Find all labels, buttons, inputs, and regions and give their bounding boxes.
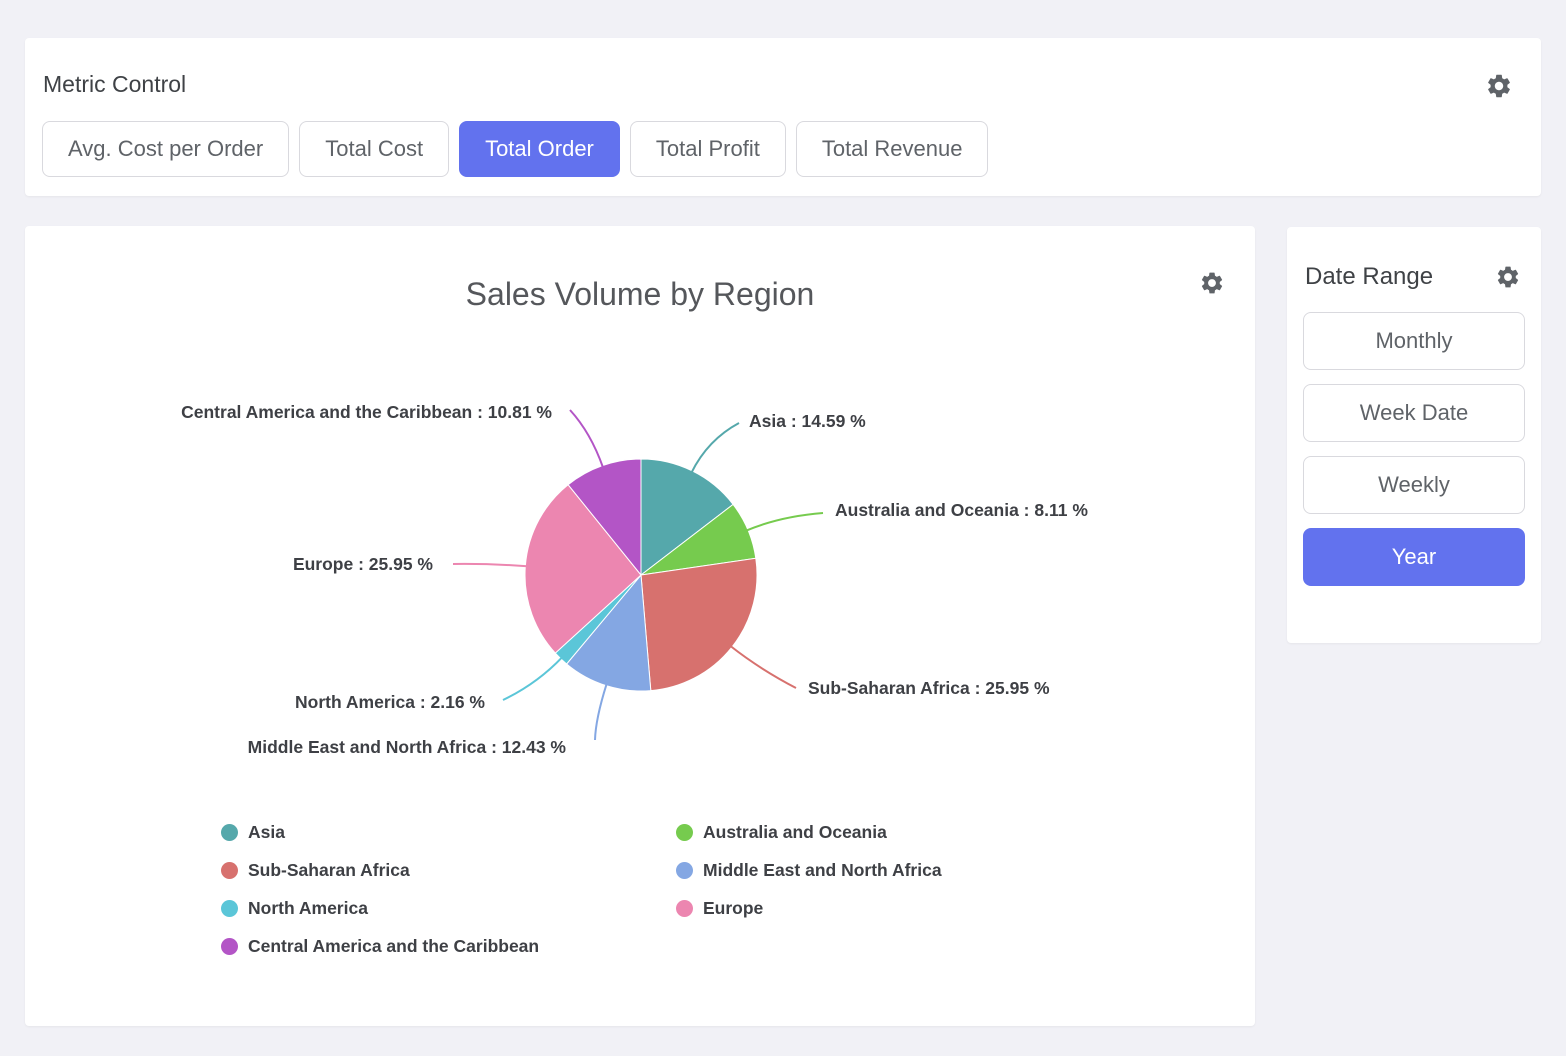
legend-label: North America bbox=[248, 897, 368, 918]
legend-dot-icon bbox=[221, 899, 238, 917]
pie-label-line-north-america bbox=[502, 656, 563, 701]
legend-dot-icon bbox=[676, 823, 693, 841]
legend-item-central-america-and-the-caribbean[interactable]: Central America and the Caribbean bbox=[221, 927, 676, 965]
metric-button-total-profit[interactable]: Total Profit bbox=[629, 121, 786, 177]
legend-item-middle-east-and-north-africa[interactable]: Middle East and North Africa bbox=[676, 851, 942, 889]
legend-label: Australia and Oceania bbox=[703, 821, 887, 842]
pie-label-middle-east-and-north-africa: Middle East and North Africa : 12.43 % bbox=[248, 737, 567, 757]
pie-label-north-america: North America : 2.16 % bbox=[295, 692, 485, 712]
legend-item-europe[interactable]: Europe bbox=[676, 889, 942, 927]
sales-volume-chart-panel: Sales Volume by Region Asia : 14.59 % Aus… bbox=[25, 226, 1255, 1026]
legend-label: Sub-Saharan Africa bbox=[248, 859, 410, 880]
metric-control-panel: Metric Control Avg. Cost per Order Total … bbox=[25, 38, 1541, 196]
pie-label-line-sub-saharan-africa bbox=[729, 645, 797, 689]
legend-dot-icon bbox=[221, 937, 238, 955]
pie-slice-sub-saharan-africa[interactable] bbox=[640, 557, 758, 692]
date-range-button-week-date[interactable]: Week Date bbox=[1303, 384, 1525, 442]
legend-column: Asia Sub-Saharan Africa North America Centr… bbox=[221, 813, 676, 965]
date-range-title: Date Range bbox=[1305, 263, 1434, 290]
legend-item-sub-saharan-africa[interactable]: Sub-Saharan Africa bbox=[221, 851, 676, 889]
metric-buttons-group: Avg. Cost per Order Total Cost Total Order… bbox=[42, 121, 989, 177]
date-range-button-monthly[interactable]: Monthly bbox=[1303, 312, 1525, 370]
metric-button-avg-cost-per-order[interactable]: Avg. Cost per Order bbox=[42, 121, 290, 177]
pie-label-line-middle-east-and-north-africa bbox=[594, 683, 608, 741]
gear-icon[interactable] bbox=[1485, 72, 1513, 100]
legend-dot-icon bbox=[221, 861, 238, 879]
date-range-header: Date Range bbox=[1305, 263, 1521, 291]
pie-label-asia: Asia : 14.59 % bbox=[749, 411, 866, 431]
legend-label: Central America and the Caribbean bbox=[248, 935, 540, 956]
pie-label-line-australia-and-oceania bbox=[745, 512, 824, 532]
legend-dot-icon bbox=[676, 861, 693, 879]
pie-label-sub-saharan-africa: Sub-Saharan Africa : 25.95 % bbox=[808, 678, 1050, 698]
legend-label: Asia bbox=[248, 821, 285, 842]
pie-label-central-america-and-the-caribbean: Central America and the Caribbean : 10.8… bbox=[181, 402, 552, 422]
metric-control-title: Metric Control bbox=[43, 71, 187, 97]
pie-label-line-europe bbox=[452, 562, 528, 568]
legend-label: Europe bbox=[703, 897, 764, 918]
pie-label-europe: Europe : 25.95 % bbox=[293, 554, 433, 574]
date-range-buttons-group: Monthly Week Date Weekly Year bbox=[1303, 312, 1525, 586]
gear-icon[interactable] bbox=[1495, 264, 1521, 290]
chart-legend: Asia Sub-Saharan Africa North America Centr… bbox=[221, 813, 942, 965]
pie-label-australia-and-oceania: Australia and Oceania : 8.11 % bbox=[835, 500, 1088, 520]
metric-button-total-cost[interactable]: Total Cost bbox=[299, 121, 450, 177]
legend-label: Middle East and North Africa bbox=[703, 859, 942, 880]
pie-label-line-asia bbox=[690, 422, 740, 474]
date-range-button-weekly[interactable]: Weekly bbox=[1303, 456, 1525, 514]
legend-dot-icon bbox=[676, 899, 693, 917]
legend-dot-icon bbox=[221, 823, 238, 841]
date-range-button-year[interactable]: Year bbox=[1303, 528, 1525, 586]
date-range-panel: Date Range Monthly Week Date Weekly Year bbox=[1287, 227, 1541, 643]
legend-item-australia-and-oceania[interactable]: Australia and Oceania bbox=[676, 813, 942, 851]
pie-chart[interactable]: Asia : 14.59 % Australia and Oceania : 8.… bbox=[25, 226, 1255, 1026]
legend-column: Australia and Oceania Middle East and Nor… bbox=[676, 813, 942, 965]
chart-title: Sales Volume by Region bbox=[465, 276, 815, 312]
metric-button-total-order[interactable]: Total Order bbox=[459, 121, 620, 177]
pie-label-line-central-america-and-the-caribbean bbox=[569, 409, 604, 468]
legend-item-asia[interactable]: Asia bbox=[221, 813, 676, 851]
legend-item-north-america[interactable]: North America bbox=[221, 889, 676, 927]
metric-button-total-revenue[interactable]: Total Revenue bbox=[795, 121, 989, 177]
